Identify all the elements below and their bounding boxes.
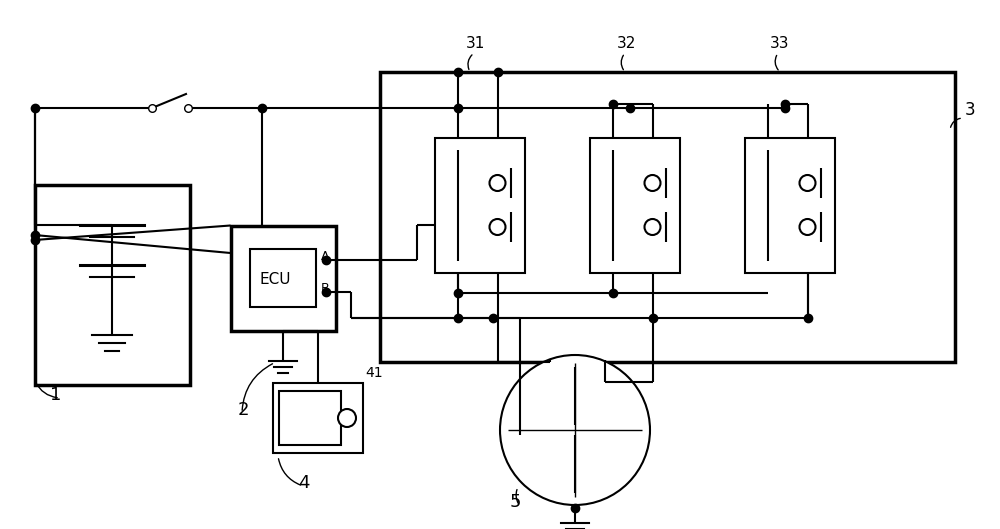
Bar (745, 138, 835, 272)
Bar (380, 72, 955, 362)
Text: A: A (321, 250, 330, 263)
Text: 2: 2 (238, 401, 250, 419)
Text: 1: 1 (50, 386, 61, 404)
Text: 33: 33 (770, 36, 790, 51)
Bar (279, 391, 341, 445)
Text: 4: 4 (298, 474, 310, 492)
Circle shape (644, 175, 660, 191)
Bar (273, 383, 363, 453)
Bar (590, 138, 680, 272)
Text: 32: 32 (617, 36, 636, 51)
Text: 41: 41 (365, 366, 383, 380)
Circle shape (338, 409, 356, 427)
Text: ECU: ECU (259, 272, 291, 287)
Circle shape (490, 219, 506, 235)
Circle shape (644, 219, 660, 235)
Circle shape (500, 355, 650, 505)
Bar (230, 225, 336, 331)
Bar (34, 185, 190, 385)
Text: 3: 3 (965, 101, 976, 119)
Bar (250, 249, 316, 307)
Circle shape (490, 175, 506, 191)
Text: 31: 31 (466, 36, 485, 51)
Text: B: B (321, 282, 330, 295)
Circle shape (800, 219, 816, 235)
Text: 5: 5 (510, 493, 522, 511)
Bar (435, 138, 525, 272)
Circle shape (800, 175, 816, 191)
